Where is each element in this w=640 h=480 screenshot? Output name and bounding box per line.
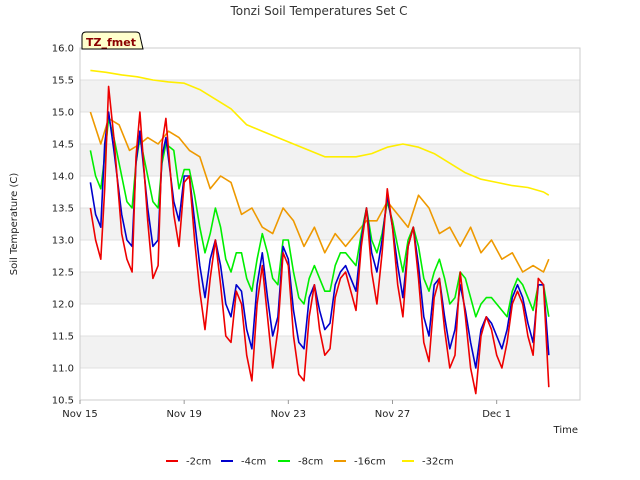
- legend-label: -8cm: [298, 457, 323, 468]
- y-tick-label: 11.0: [52, 364, 74, 375]
- x-axis: Nov 15 Nov 19 Nov 23 Nov 27 Dec 1: [62, 400, 511, 420]
- legend-item--4cm: -4cm: [221, 457, 266, 468]
- legend-item--32cm: -32cm: [402, 457, 454, 468]
- legend-item--16cm: -16cm: [334, 457, 386, 468]
- y-tick-label: 13.0: [52, 236, 74, 247]
- y-tick-label: 14.0: [52, 172, 74, 183]
- legend: -2cm -4cm -8cm -16cm -32cm: [166, 457, 454, 468]
- y-axis-title: Soil Temperature (C): [9, 173, 20, 276]
- grid-band: [80, 80, 580, 112]
- y-tick-label: 16.0: [52, 44, 74, 55]
- y-tick-label: 15.5: [52, 76, 74, 87]
- series-line--8cm: [89, 117, 550, 318]
- series-lines: [89, 69, 550, 395]
- legend-item--8cm: -8cm: [278, 457, 323, 468]
- grid-band: [80, 208, 580, 240]
- x-tick-label: Nov 19: [166, 409, 201, 420]
- y-tick-label: 14.5: [52, 140, 74, 151]
- legend-label: -16cm: [354, 457, 386, 468]
- legend-label: -32cm: [422, 457, 454, 468]
- series-line--2cm: [89, 85, 550, 395]
- x-tick-label: Nov 27: [375, 409, 410, 420]
- series-line--4cm: [89, 111, 550, 369]
- chart-title: Tonzi Soil Temperatures Set C: [229, 4, 407, 18]
- plot-frame: [79, 47, 581, 401]
- x-axis-title: Time: [553, 425, 578, 436]
- x-tick-label: Nov 23: [271, 409, 306, 420]
- x-tick-label: Nov 15: [62, 409, 97, 420]
- legend-label: -4cm: [241, 457, 266, 468]
- y-tick-label: 13.5: [52, 204, 74, 215]
- legend-item--2cm: -2cm: [166, 457, 211, 468]
- y-tick-label: 11.5: [52, 332, 74, 343]
- badge-label: TZ_fmet: [86, 36, 136, 49]
- badge-box: [81, 31, 144, 50]
- y-tick-label: 10.5: [52, 396, 74, 407]
- series-line--32cm: [90, 69, 550, 196]
- y-axis: 10.5 11.0 11.5 12.0 12.5 13.0 13.5 14.0 14.5 15.0…: [52, 44, 74, 407]
- y-tick-label: 15.0: [52, 108, 74, 119]
- y-tick-label: 12.5: [52, 268, 74, 279]
- badge: TZ_fmet: [81, 31, 144, 50]
- legend-label: -2cm: [186, 457, 211, 468]
- grid-band: [80, 144, 580, 176]
- y-tick-label: 12.0: [52, 300, 74, 311]
- x-tick-label: Dec 1: [482, 409, 511, 420]
